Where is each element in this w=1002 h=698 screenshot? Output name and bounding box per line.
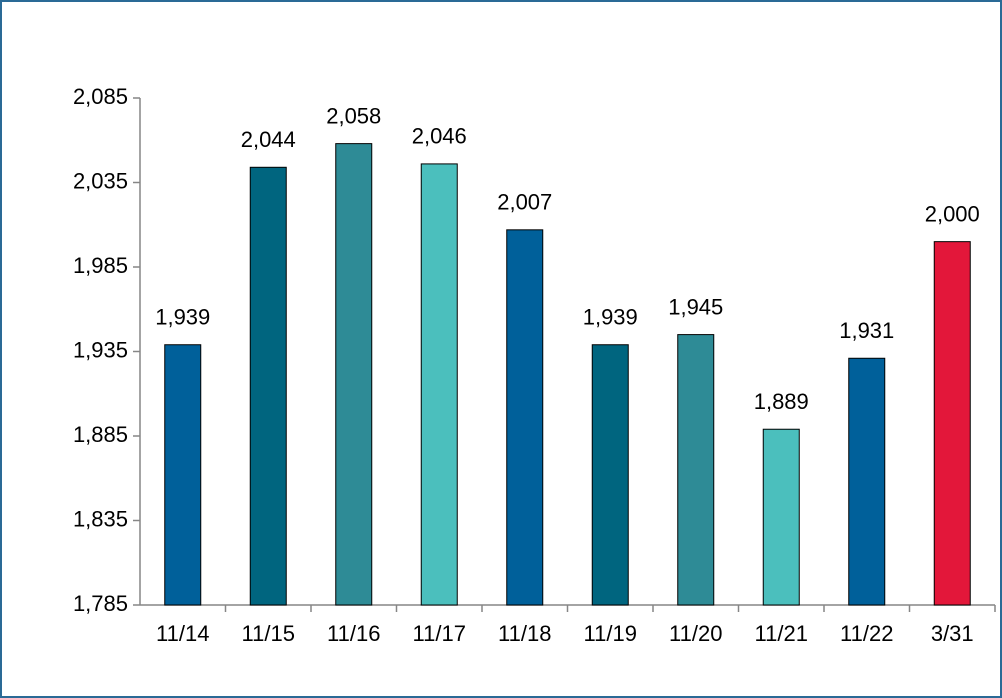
x-tick-label: 11/14 [156, 621, 209, 646]
x-tick-label: 11/15 [242, 621, 295, 646]
x-tick-label: 11/16 [327, 621, 380, 646]
bar [506, 229, 544, 606]
y-tick-label: 1,785 [73, 591, 128, 616]
x-tick-label: 11/19 [584, 621, 637, 646]
data-label: 1,939 [583, 305, 638, 330]
x-tick-label: 11/17 [413, 621, 466, 646]
data-label: 2,046 [412, 124, 467, 149]
x-tick-label: 11/22 [840, 621, 893, 646]
y-tick-label: 1,935 [73, 337, 128, 362]
bar [591, 344, 629, 606]
y-tick-label: 1,885 [73, 422, 128, 447]
x-tick-label: 3/31 [931, 621, 974, 646]
y-tick-label: 2,035 [73, 168, 128, 193]
data-label: 2,007 [497, 190, 552, 215]
y-tick-label: 2,085 [73, 84, 128, 109]
bar [762, 428, 800, 606]
bar [164, 344, 202, 606]
bar [335, 143, 373, 606]
data-label: 1,889 [754, 389, 809, 414]
bar [420, 163, 458, 606]
data-label: 2,000 [925, 201, 980, 226]
data-label: 1,931 [839, 318, 894, 343]
x-tick-label: 11/21 [755, 621, 808, 646]
data-label: 2,044 [241, 127, 296, 152]
y-tick-label: 1,835 [73, 506, 128, 531]
bar [677, 334, 715, 606]
bar [933, 241, 971, 606]
y-tick-label: 1,985 [73, 253, 128, 278]
data-label: 1,939 [155, 305, 210, 330]
bar [848, 357, 886, 606]
bar [249, 166, 287, 606]
x-tick-label: 11/18 [498, 621, 551, 646]
data-label: 1,945 [668, 294, 723, 319]
data-label: 2,058 [326, 103, 381, 128]
x-tick-label: 11/20 [669, 621, 722, 646]
